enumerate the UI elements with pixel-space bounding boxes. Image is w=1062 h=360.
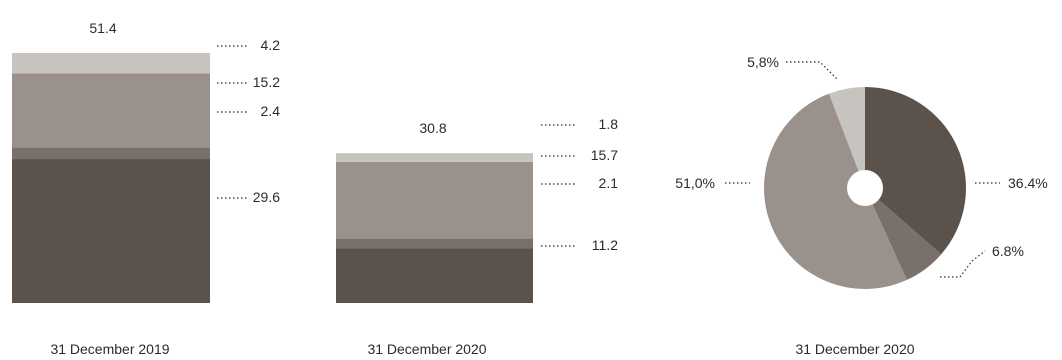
pie-slice-1 <box>865 87 966 255</box>
pie-leader-4 <box>786 61 839 81</box>
pie-leader-2 <box>940 250 986 278</box>
bar2-segment-label-4: 1.8 <box>599 116 619 132</box>
bar1-segment-label-4: 4.2 <box>261 37 281 53</box>
bar1-segment-label-1: 29.6 <box>253 189 280 205</box>
pie-slice-label-2: 6.8% <box>992 243 1024 259</box>
pie-slice-2 <box>872 199 942 280</box>
pie-slice-label-3: 51,0% <box>675 175 715 191</box>
bar2-segment-4 <box>336 153 533 162</box>
bar1-segment-label-3: 15.2 <box>253 74 280 90</box>
pie-slice-3 <box>764 93 907 289</box>
bar2-total-label: 30.8 <box>419 120 446 136</box>
pie-slice-4 <box>829 87 865 172</box>
bar1-category-label: 31 December 2019 <box>50 341 169 357</box>
bar2-segment-label-1: 11.2 <box>592 237 618 253</box>
bar1-segment-4 <box>12 53 210 74</box>
bar2-segment-label-3: 15.7 <box>591 147 618 163</box>
bar1-segment-1 <box>12 159 210 303</box>
pie-slice-label-1: 36.4% <box>1008 175 1048 191</box>
bar2-category-label: 31 December 2020 <box>367 341 486 357</box>
bar1-segment-2 <box>12 147 210 160</box>
bar2-segment-2 <box>336 238 533 249</box>
pie-slice-label-4: 5,8% <box>747 54 779 70</box>
pie-category-label: 31 December 2020 <box>795 341 914 357</box>
bar2-segment-1 <box>336 248 533 303</box>
bar1-segment-label-2: 2.4 <box>261 103 281 119</box>
bar1-segment-3 <box>12 73 210 148</box>
bar1-total-label: 51.4 <box>89 20 116 36</box>
bar2-segment-3 <box>336 161 533 239</box>
bar2-segment-label-2: 2.1 <box>599 175 619 191</box>
